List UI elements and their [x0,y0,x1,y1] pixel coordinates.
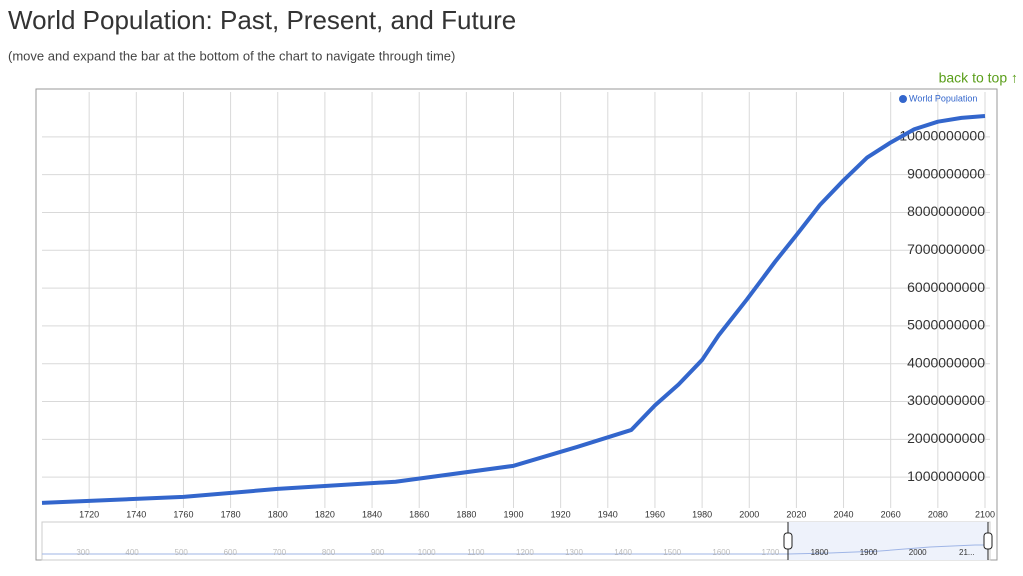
navigator-label: 600 [224,548,238,557]
x-tick-label: 1900 [503,509,523,519]
navigator-label: 1400 [614,548,632,557]
x-tick-label: 2080 [928,509,948,519]
navigator-label: 1000 [418,548,436,557]
navigator-label: 1500 [663,548,681,557]
x-tick-label: 1960 [645,509,665,519]
x-tick-label: 1800 [268,509,288,519]
legend-label: World Population [909,93,977,103]
x-tick-label: 1740 [126,509,146,519]
navigator-label: 500 [175,548,189,557]
navigator-label: 1700 [762,548,780,557]
x-tick-label: 2100 [975,509,995,519]
navigator-label: 1100 [467,548,485,557]
data-line [41,114,986,505]
navigator-label: 1600 [712,548,730,557]
navigator-label: 1800 [811,548,829,557]
y-tick-label: 3000000000 [907,392,985,408]
grid [42,92,990,508]
x-tick-label: 1920 [551,509,571,519]
x-tick-label: 1780 [221,509,241,519]
x-tick-label: 2060 [881,509,901,519]
back-to-top-link[interactable]: back to top ↑ [939,70,1018,86]
y-tick-label: 8000000000 [907,203,985,219]
y-tick-label: 9000000000 [907,165,985,181]
navigator-label: 900 [371,548,385,557]
navigator-label: 300 [76,548,90,557]
navigator-label: 1900 [860,548,878,557]
navigator-label: 2000 [909,548,927,557]
y-tick-label: 10000000000 [899,128,985,144]
x-tick-label: 2000 [739,509,759,519]
x-tick-label: 1980 [692,509,712,519]
x-tick-label: 2040 [834,509,854,519]
x-tick-label: 1880 [456,509,476,519]
navigator-handle[interactable] [983,532,993,550]
navigator-label: 800 [322,548,336,557]
navigator-label: 21... [959,548,975,557]
x-tick-label: 1940 [598,509,618,519]
y-tick-label: 4000000000 [907,354,985,370]
y-tick-label: 6000000000 [907,279,985,295]
navigator-label: 700 [273,548,287,557]
y-tick-label: 5000000000 [907,317,985,333]
chart-frame [35,88,998,561]
y-tick-label: 2000000000 [907,430,985,446]
x-tick-label: 1840 [362,509,382,519]
y-tick-label: 1000000000 [907,468,985,484]
x-tick-label: 1760 [173,509,193,519]
page-title: World Population: Past, Present, and Fut… [8,5,516,35]
x-tick-label: 1820 [315,509,335,519]
x-tick-label: 1860 [409,509,429,519]
navigator-label: 1300 [565,548,583,557]
legend-marker [899,95,907,103]
navigator-handle[interactable] [783,532,793,550]
x-tick-label: 2020 [786,509,806,519]
page-subtitle: (move and expand the bar at the bottom o… [8,48,455,63]
x-tick-label: 1720 [79,509,99,519]
navigator-label: 400 [125,548,139,557]
navigator-label: 1200 [516,548,534,557]
y-tick-label: 7000000000 [907,241,985,257]
